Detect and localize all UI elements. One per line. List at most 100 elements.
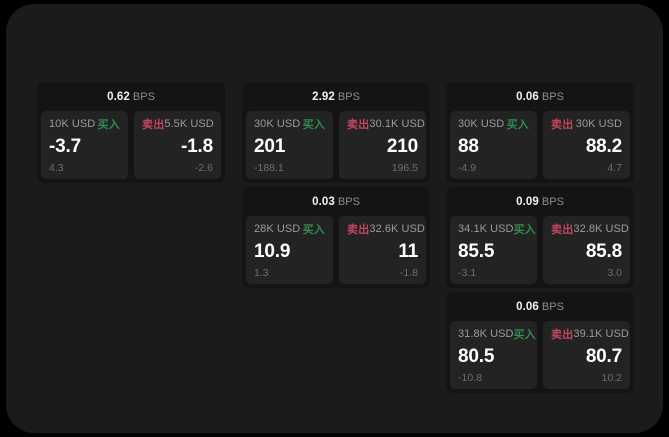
card-bps-header: 2.92 BPS — [246, 89, 426, 106]
sell-panel[interactable]: 卖出 30K USD 88.2 4.7 — [543, 111, 630, 179]
buy-panel[interactable]: 28K USD 买入 10.9 1.3 — [246, 216, 333, 284]
buy-size-label: 30K USD — [458, 118, 505, 130]
sell-action-label[interactable]: 卖出 — [347, 224, 370, 236]
card-panels: 31.8K USD 买入 80.5 -10.8 卖出 39.1K USD 80.7 10.2 — [450, 321, 630, 389]
sell-action-label[interactable]: 卖出 — [347, 119, 370, 131]
card-panels: 30K USD 买入 201 -188.1 卖出 30.1K USD 210 196.5 — [246, 111, 426, 179]
bps-unit-label: BPS — [541, 301, 564, 313]
panel-header: 卖出 32.6K USD — [347, 222, 425, 236]
bps-unit-label: BPS — [337, 196, 360, 208]
buy-price-value: 201 — [254, 136, 286, 157]
bps-unit-label: BPS — [132, 91, 155, 103]
sell-panel[interactable]: 卖出 30.1K USD 210 196.5 — [339, 111, 426, 179]
sell-panel[interactable]: 卖出 5.5K USD -1.8 -2.6 — [134, 111, 221, 179]
buy-action-label[interactable]: 买入 — [97, 119, 120, 131]
panel-header: 30K USD 买入 — [458, 117, 529, 131]
buy-size-label: 30K USD — [254, 118, 301, 130]
sell-panel[interactable]: 卖出 32.6K USD 11 -1.8 — [339, 216, 426, 284]
sell-price-value: 80.7 — [585, 346, 622, 367]
sell-size-label: 30K USD — [575, 118, 622, 130]
bps-unit-label: BPS — [541, 196, 564, 208]
sell-secondary-value: 196.5 — [391, 162, 418, 174]
buy-action-label[interactable]: 买入 — [513, 329, 536, 341]
sell-secondary-value: -2.6 — [194, 162, 213, 174]
card-panels: 30K USD 买入 88 -4.9 卖出 30K USD 88.2 4.7 — [450, 111, 630, 179]
buy-panel[interactable]: 30K USD 买入 88 -4.9 — [450, 111, 537, 179]
sell-action-label[interactable]: 卖出 — [551, 224, 574, 236]
quote-card[interactable]: 0.62 BPS 10K USD 买入 -3.7 4.3 卖出 5.5K USD -1.8 -2.… — [37, 82, 225, 183]
buy-panel[interactable]: 10K USD 买入 -3.7 4.3 — [41, 111, 128, 179]
buy-secondary-value: 4.3 — [49, 162, 64, 174]
buy-action-label[interactable]: 买入 — [302, 119, 325, 131]
quote-card[interactable]: 0.09 BPS 34.1K USD 买入 85.5 -3.1 卖出 32.8K USD 85.… — [446, 187, 634, 288]
quote-card[interactable]: 2.92 BPS 30K USD 买入 201 -188.1 卖出 30.1K USD 210 1… — [242, 82, 430, 183]
card-panels: 28K USD 买入 10.9 1.3 卖出 32.6K USD 11 -1.8 — [246, 216, 426, 284]
buy-size-label: 34.1K USD — [458, 223, 514, 235]
panel-header: 卖出 30.1K USD — [347, 117, 425, 131]
buy-price-value: 85.5 — [458, 241, 495, 262]
buy-price-value: 10.9 — [254, 241, 291, 262]
sell-secondary-value: -1.8 — [399, 267, 418, 279]
quote-board: 0.62 BPS 10K USD 买入 -3.7 4.3 卖出 5.5K USD -1.8 -2.… — [6, 4, 663, 433]
buy-secondary-value: -188.1 — [254, 162, 284, 174]
buy-size-label: 31.8K USD — [458, 328, 514, 340]
panel-header: 卖出 5.5K USD — [142, 117, 214, 131]
card-bps-header: 0.03 BPS — [246, 194, 426, 211]
sell-secondary-value: 10.2 — [601, 372, 622, 384]
buy-secondary-value: 1.3 — [254, 267, 269, 279]
buy-price-value: 88 — [458, 136, 479, 157]
bps-value: 0.06 — [516, 301, 539, 313]
buy-secondary-value: -4.9 — [458, 162, 477, 174]
sell-panel[interactable]: 卖出 32.8K USD 85.8 3.0 — [543, 216, 630, 284]
sell-price-value: 85.8 — [585, 241, 622, 262]
card-panels: 10K USD 买入 -3.7 4.3 卖出 5.5K USD -1.8 -2.6 — [41, 111, 221, 179]
buy-panel[interactable]: 31.8K USD 买入 80.5 -10.8 — [450, 321, 537, 389]
bps-unit-label: BPS — [337, 91, 360, 103]
panel-header: 卖出 30K USD — [551, 117, 622, 131]
sell-secondary-value: 3.0 — [607, 267, 622, 279]
panel-header: 30K USD 买入 — [254, 117, 325, 131]
buy-panel[interactable]: 34.1K USD 买入 85.5 -3.1 — [450, 216, 537, 284]
sell-size-label: 30.1K USD — [369, 118, 425, 130]
bps-value: 0.62 — [107, 91, 130, 103]
card-bps-header: 0.06 BPS — [450, 89, 630, 106]
sell-size-label: 32.8K USD — [573, 223, 629, 235]
buy-price-value: -3.7 — [49, 136, 81, 157]
sell-action-label[interactable]: 卖出 — [142, 119, 165, 131]
panel-header: 31.8K USD 买入 — [458, 327, 536, 341]
card-bps-header: 0.62 BPS — [41, 89, 221, 106]
quote-card[interactable]: 0.06 BPS 31.8K USD 买入 80.5 -10.8 卖出 39.1K USD 80… — [446, 292, 634, 393]
sell-secondary-value: 4.7 — [607, 162, 622, 174]
bps-unit-label: BPS — [541, 91, 564, 103]
buy-action-label[interactable]: 买入 — [506, 119, 529, 131]
sell-size-label: 32.6K USD — [369, 223, 425, 235]
panel-header: 34.1K USD 买入 — [458, 222, 536, 236]
buy-size-label: 28K USD — [254, 223, 301, 235]
buy-panel[interactable]: 30K USD 买入 201 -188.1 — [246, 111, 333, 179]
buy-action-label[interactable]: 买入 — [302, 224, 325, 236]
buy-secondary-value: -3.1 — [458, 267, 477, 279]
sell-price-value: 88.2 — [585, 136, 622, 157]
panel-header: 28K USD 买入 — [254, 222, 325, 236]
sell-panel[interactable]: 卖出 39.1K USD 80.7 10.2 — [543, 321, 630, 389]
bps-value: 2.92 — [312, 91, 335, 103]
buy-price-value: 80.5 — [458, 346, 495, 367]
quote-card[interactable]: 0.03 BPS 28K USD 买入 10.9 1.3 卖出 32.6K USD 11 -1.8 — [242, 187, 430, 288]
app-frame: 0.62 BPS 10K USD 买入 -3.7 4.3 卖出 5.5K USD -1.8 -2.… — [6, 4, 663, 433]
panel-header: 卖出 39.1K USD — [551, 327, 629, 341]
panel-header: 卖出 32.8K USD — [551, 222, 629, 236]
sell-price-value: 210 — [386, 136, 418, 157]
buy-action-label[interactable]: 买入 — [513, 224, 536, 236]
sell-action-label[interactable]: 卖出 — [551, 119, 574, 131]
buy-size-label: 10K USD — [49, 118, 96, 130]
quote-card[interactable]: 0.06 BPS 30K USD 买入 88 -4.9 卖出 30K USD 88.2 4.7 — [446, 82, 634, 183]
buy-secondary-value: -10.8 — [458, 372, 482, 384]
bps-value: 0.09 — [516, 196, 539, 208]
sell-price-value: -1.8 — [181, 136, 213, 157]
sell-size-label: 39.1K USD — [573, 328, 629, 340]
sell-size-label: 5.5K USD — [164, 118, 214, 130]
card-panels: 34.1K USD 买入 85.5 -3.1 卖出 32.8K USD 85.8 3.0 — [450, 216, 630, 284]
bps-value: 0.03 — [312, 196, 335, 208]
sell-action-label[interactable]: 卖出 — [551, 329, 574, 341]
card-bps-header: 0.09 BPS — [450, 194, 630, 211]
